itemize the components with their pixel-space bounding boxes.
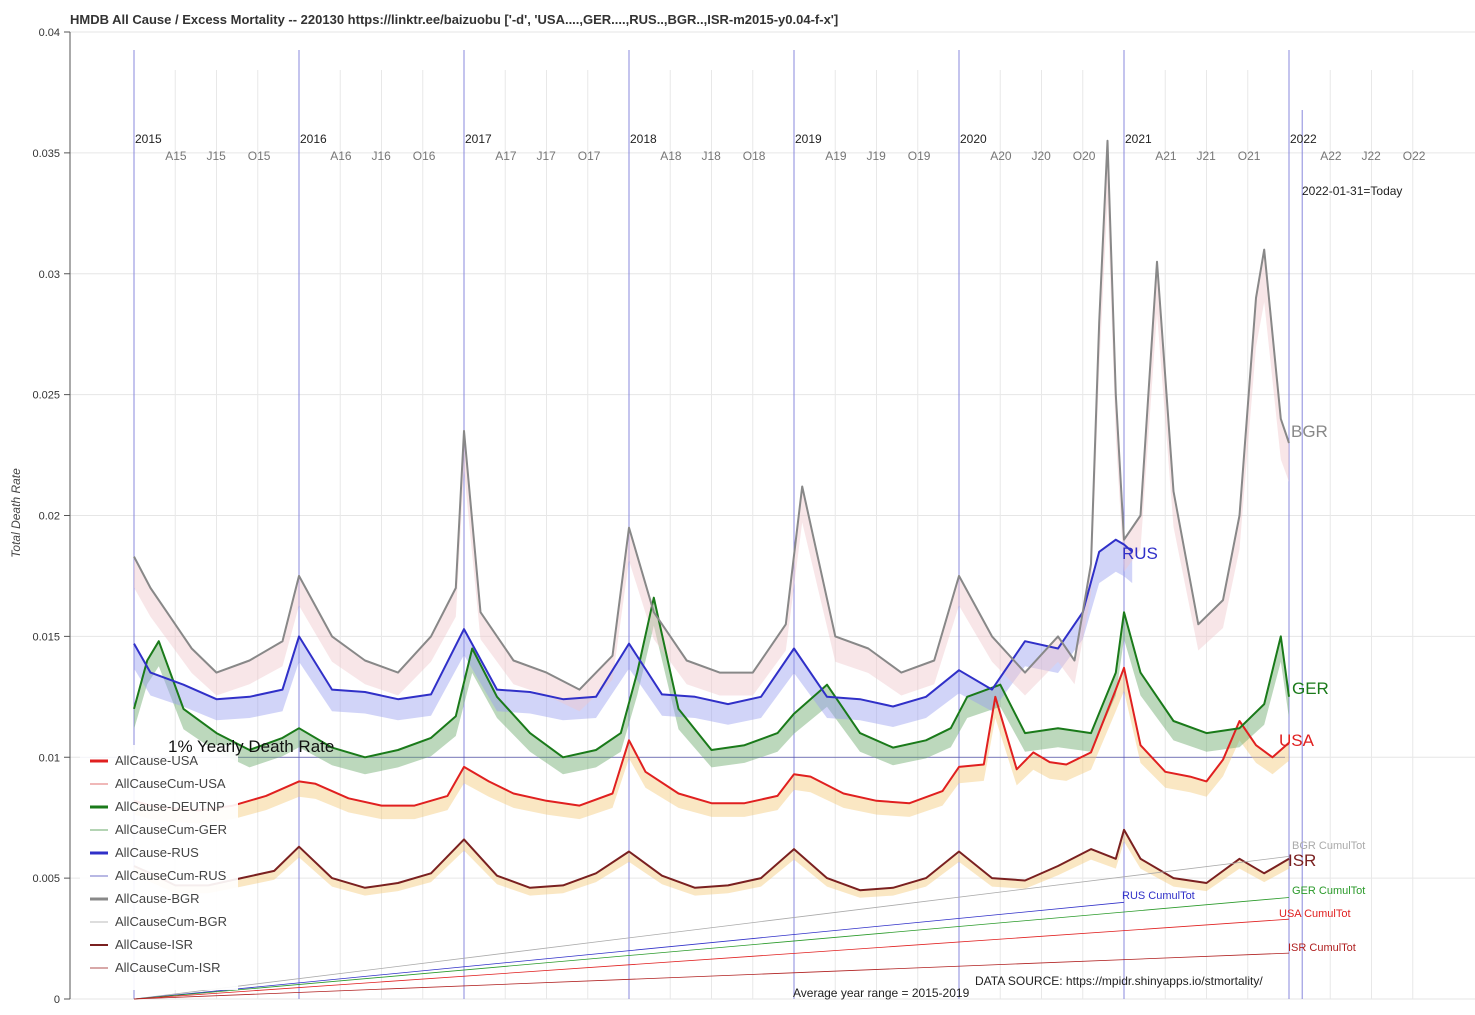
series-end-label: BGR	[1291, 422, 1328, 441]
series-line-allcausecum-isr	[133, 952, 1290, 1000]
series-end-label: GER CumulTot	[1292, 885, 1365, 897]
legend-item-label: AllCause-RUS	[115, 845, 199, 860]
month-label: A18	[660, 149, 682, 163]
legend-item-label: AllCause-ISR	[115, 937, 193, 952]
month-label: J21	[1197, 149, 1217, 163]
month-label: A22	[1320, 149, 1342, 163]
legend-item-label: AllCause-BGR	[115, 891, 200, 906]
y-tick-label: 0.03	[39, 269, 60, 281]
grid-lines	[70, 31, 1475, 1000]
year-label: 2015	[135, 132, 162, 146]
year-label: 2019	[795, 132, 822, 146]
series-line-allcause-usa	[133, 666, 1290, 812]
legend-item-label: AllCauseCum-BGR	[115, 914, 227, 929]
series-end-label: RUS	[1122, 544, 1158, 563]
month-label: O15	[248, 149, 271, 163]
series-band-ger	[134, 597, 1289, 775]
legend-item-label: AllCauseCum-ISR	[115, 960, 220, 975]
legend-item-label: AllCauseCum-GER	[115, 822, 227, 837]
month-label: O21	[1238, 149, 1261, 163]
legend: 1% Yearly Death Rate AllCause-USA AllCaus…	[80, 737, 334, 990]
data-source-label: DATA SOURCE: https://mpidr.shinyapps.io/…	[975, 974, 1263, 988]
month-label: A21	[1155, 149, 1177, 163]
series-band-isr	[134, 829, 1289, 898]
axes: 0 0.005 0.01 0.015 0.02 0.025 0.03 0.035 0.04 201…	[32, 27, 1425, 1006]
year-label: 2022	[1290, 132, 1317, 146]
year-label: 2017	[465, 132, 492, 146]
month-label: J19	[867, 149, 887, 163]
year-label: 2018	[630, 132, 657, 146]
month-label: A19	[825, 149, 847, 163]
series-band-usa	[134, 667, 1289, 824]
series-line-allcausecum-usa	[133, 918, 1290, 1000]
y-tick-label: 0.025	[32, 390, 60, 402]
series-end-label: USA	[1279, 731, 1315, 750]
month-label: A16	[330, 149, 352, 163]
legend-box	[80, 745, 238, 990]
chart-title: HMDB All Cause / Excess Mortality -- 220…	[70, 12, 838, 27]
series-line-allcause-deutnp	[133, 596, 1290, 759]
month-label: J18	[702, 149, 722, 163]
y-tick-label: 0.035	[32, 148, 60, 160]
series-end-label: ISR	[1288, 851, 1316, 870]
band-fills	[134, 140, 1289, 898]
year-label: 2020	[960, 132, 987, 146]
month-label: O16	[413, 149, 436, 163]
series-line-allcause-bgr	[133, 139, 1290, 691]
series-lines	[133, 139, 1290, 1000]
month-label: J17	[537, 149, 557, 163]
month-label: O19	[908, 149, 931, 163]
series-line-allcause-rus	[133, 538, 1133, 708]
series-end-label: BGR CumulTot	[1292, 840, 1365, 852]
month-label: A15	[165, 149, 187, 163]
series-end-label: GER	[1292, 679, 1329, 698]
month-label: J15	[207, 149, 227, 163]
year-label: 2021	[1125, 132, 1152, 146]
y-tick-label: 0.02	[39, 511, 60, 523]
month-label: J22	[1362, 149, 1382, 163]
month-label: O18	[743, 149, 766, 163]
legend-item-label: AllCause-USA	[115, 753, 198, 768]
legend-item-label: AllCauseCum-RUS	[115, 868, 227, 883]
month-label: J16	[372, 149, 392, 163]
year-label: 2016	[300, 132, 327, 146]
series-end-label: USA CumulTot	[1279, 908, 1351, 920]
y-tick-label: 0.005	[32, 873, 60, 885]
legend-item-label: AllCauseCum-USA	[115, 776, 226, 791]
series-line-allcausecum-ger	[133, 897, 1290, 1000]
month-label: A20	[990, 149, 1012, 163]
y-tick-label: 0.01	[39, 752, 60, 764]
reference-line-label: 1% Yearly Death Rate	[168, 737, 334, 756]
legend-item-label: AllCause-DEUTNP	[115, 799, 225, 814]
series-end-label: ISR CumulTot	[1288, 942, 1356, 954]
month-label: O20	[1073, 149, 1096, 163]
series-band-rus	[134, 539, 1133, 727]
month-label: A17	[495, 149, 517, 163]
series-line-allcause-isr	[133, 828, 1290, 892]
average-range-label: Average year range = 2015-2019	[793, 986, 970, 1000]
y-tick-label: 0.04	[39, 27, 60, 39]
month-label: J20	[1032, 149, 1052, 163]
y-tick-label: 0.015	[32, 631, 60, 643]
series-end-label: RUS CumulTot	[1122, 890, 1195, 902]
y-tick-label: 0	[54, 994, 60, 1006]
month-label: O22	[1403, 149, 1426, 163]
month-label: O17	[578, 149, 601, 163]
series-line-allcausecum-bgr	[133, 856, 1290, 1000]
series-line-allcausecum-rus	[133, 901, 1125, 1000]
today-label: 2022-01-31=Today	[1302, 184, 1402, 198]
y-axis-label: Total Death Rate	[9, 468, 23, 558]
